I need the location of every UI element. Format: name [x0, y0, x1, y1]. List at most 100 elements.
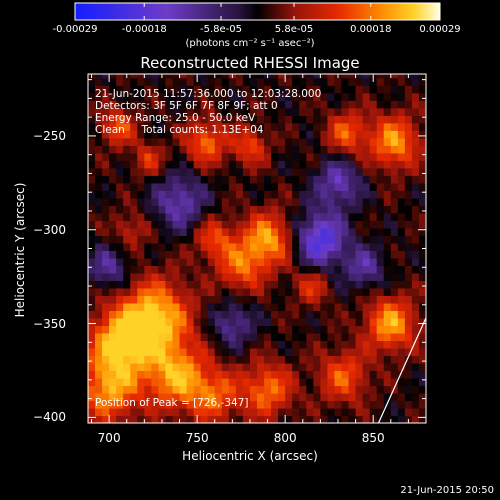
heatmap-cell	[383, 220, 392, 229]
heatmap-cell	[411, 347, 420, 357]
heatmap-cell	[179, 347, 188, 357]
heatmap-cell	[144, 295, 152, 304]
heatmap-cell	[299, 175, 307, 184]
heatmap-cell	[362, 212, 371, 221]
heatmap-cell	[306, 317, 314, 327]
heatmap-cell	[313, 77, 321, 86]
heatmap-cell	[306, 220, 314, 229]
heatmap-cell	[116, 220, 124, 229]
heatmap-cell	[193, 310, 202, 319]
heatmap-cell	[278, 370, 286, 379]
heatmap-cell	[249, 272, 258, 281]
heatmap-cell	[102, 85, 110, 94]
heatmap-cell	[165, 160, 174, 169]
heatmap-cell	[341, 415, 350, 423]
heatmap-cell	[130, 385, 138, 394]
heatmap-cell	[109, 295, 117, 304]
heatmap-cell	[313, 280, 321, 289]
heatmap-cell	[418, 392, 426, 402]
heatmap-cell	[271, 370, 279, 379]
heatmap-cell	[242, 332, 251, 342]
heatmap-cell	[320, 340, 329, 349]
heatmap-cell	[88, 220, 96, 229]
heatmap-cell	[418, 317, 426, 327]
heatmap-cell	[130, 167, 138, 176]
heatmap-cell	[193, 175, 202, 184]
heatmap-cell	[130, 332, 138, 342]
heatmap-cell	[235, 400, 244, 409]
heatmap-cell	[334, 160, 343, 169]
heatmap-cell	[271, 250, 279, 259]
heatmap-cell	[123, 100, 131, 109]
heatmap-cell	[257, 212, 265, 221]
heatmap-cell	[257, 362, 265, 372]
heatmap-cell	[383, 205, 392, 214]
heatmap-cell	[320, 272, 329, 281]
heatmap-cell	[285, 407, 293, 417]
heatmap-cell	[404, 220, 413, 229]
heatmap-cell	[313, 92, 321, 101]
heatmap-cell	[397, 340, 406, 349]
heatmap-cell	[271, 220, 279, 229]
heatmap-cell	[292, 332, 300, 342]
heatmap-cell	[285, 122, 293, 131]
heatmap-cell	[130, 242, 138, 251]
heatmap-cell	[172, 130, 181, 139]
heatmap-cell	[292, 385, 300, 394]
heatmap-cell	[151, 385, 160, 394]
heatmap-cell	[235, 355, 244, 364]
heatmap-cell	[186, 77, 195, 86]
heatmap-cell	[404, 242, 413, 251]
heatmap-cell	[214, 355, 223, 364]
heatmap-cell	[411, 197, 420, 206]
heatmap-cell	[200, 235, 209, 244]
heatmap-cell	[221, 295, 230, 304]
heatmap-cell	[327, 205, 336, 214]
heatmap-cell	[264, 182, 272, 191]
heatmap-cell	[299, 160, 307, 169]
heatmap-cell	[186, 317, 195, 327]
heatmap-cell	[348, 205, 357, 214]
heatmap-cell	[102, 212, 110, 221]
heatmap-cell	[221, 400, 230, 409]
heatmap-cell	[221, 332, 230, 342]
heatmap-cell	[151, 257, 160, 266]
heatmap-cell	[313, 332, 321, 342]
heatmap-cell	[186, 295, 195, 304]
heatmap-cell	[144, 385, 152, 394]
heatmap-cell	[165, 182, 174, 191]
heatmap-cell	[249, 310, 258, 319]
heatmap-cell	[362, 287, 371, 297]
heatmap-cell	[362, 182, 371, 191]
heatmap-cell	[390, 190, 399, 199]
heatmap-cell	[404, 272, 413, 281]
heatmap-cell	[109, 257, 117, 266]
heatmap-cell	[369, 355, 378, 364]
heatmap-cell	[242, 392, 251, 402]
heatmap-cell	[214, 250, 223, 259]
heatmap-cell	[348, 160, 357, 169]
heatmap-cell	[95, 137, 103, 146]
heatmap-cell	[172, 242, 181, 251]
heatmap-cell	[299, 392, 307, 402]
heatmap-cell	[186, 190, 195, 199]
heatmap-cell	[137, 130, 145, 139]
heatmap-cell	[228, 107, 237, 116]
heatmap-cell	[249, 190, 258, 199]
heatmap-cell	[207, 347, 216, 357]
heatmap-cell	[130, 370, 138, 379]
heatmap-cell	[137, 377, 145, 387]
heatmap-cell	[278, 74, 286, 79]
heatmap-cell	[249, 137, 258, 146]
heatmap-cell	[200, 272, 209, 281]
heatmap-cell	[214, 400, 223, 409]
heatmap-cell	[123, 355, 131, 364]
heatmap-cell	[130, 295, 138, 304]
heatmap-cell	[102, 280, 110, 289]
heatmap-cell	[362, 362, 371, 372]
heatmap-cell	[418, 355, 426, 364]
heatmap-cell	[264, 167, 272, 176]
heatmap-cell	[207, 92, 216, 101]
heatmap-cell	[348, 235, 357, 244]
heatmap-cell	[179, 415, 188, 423]
